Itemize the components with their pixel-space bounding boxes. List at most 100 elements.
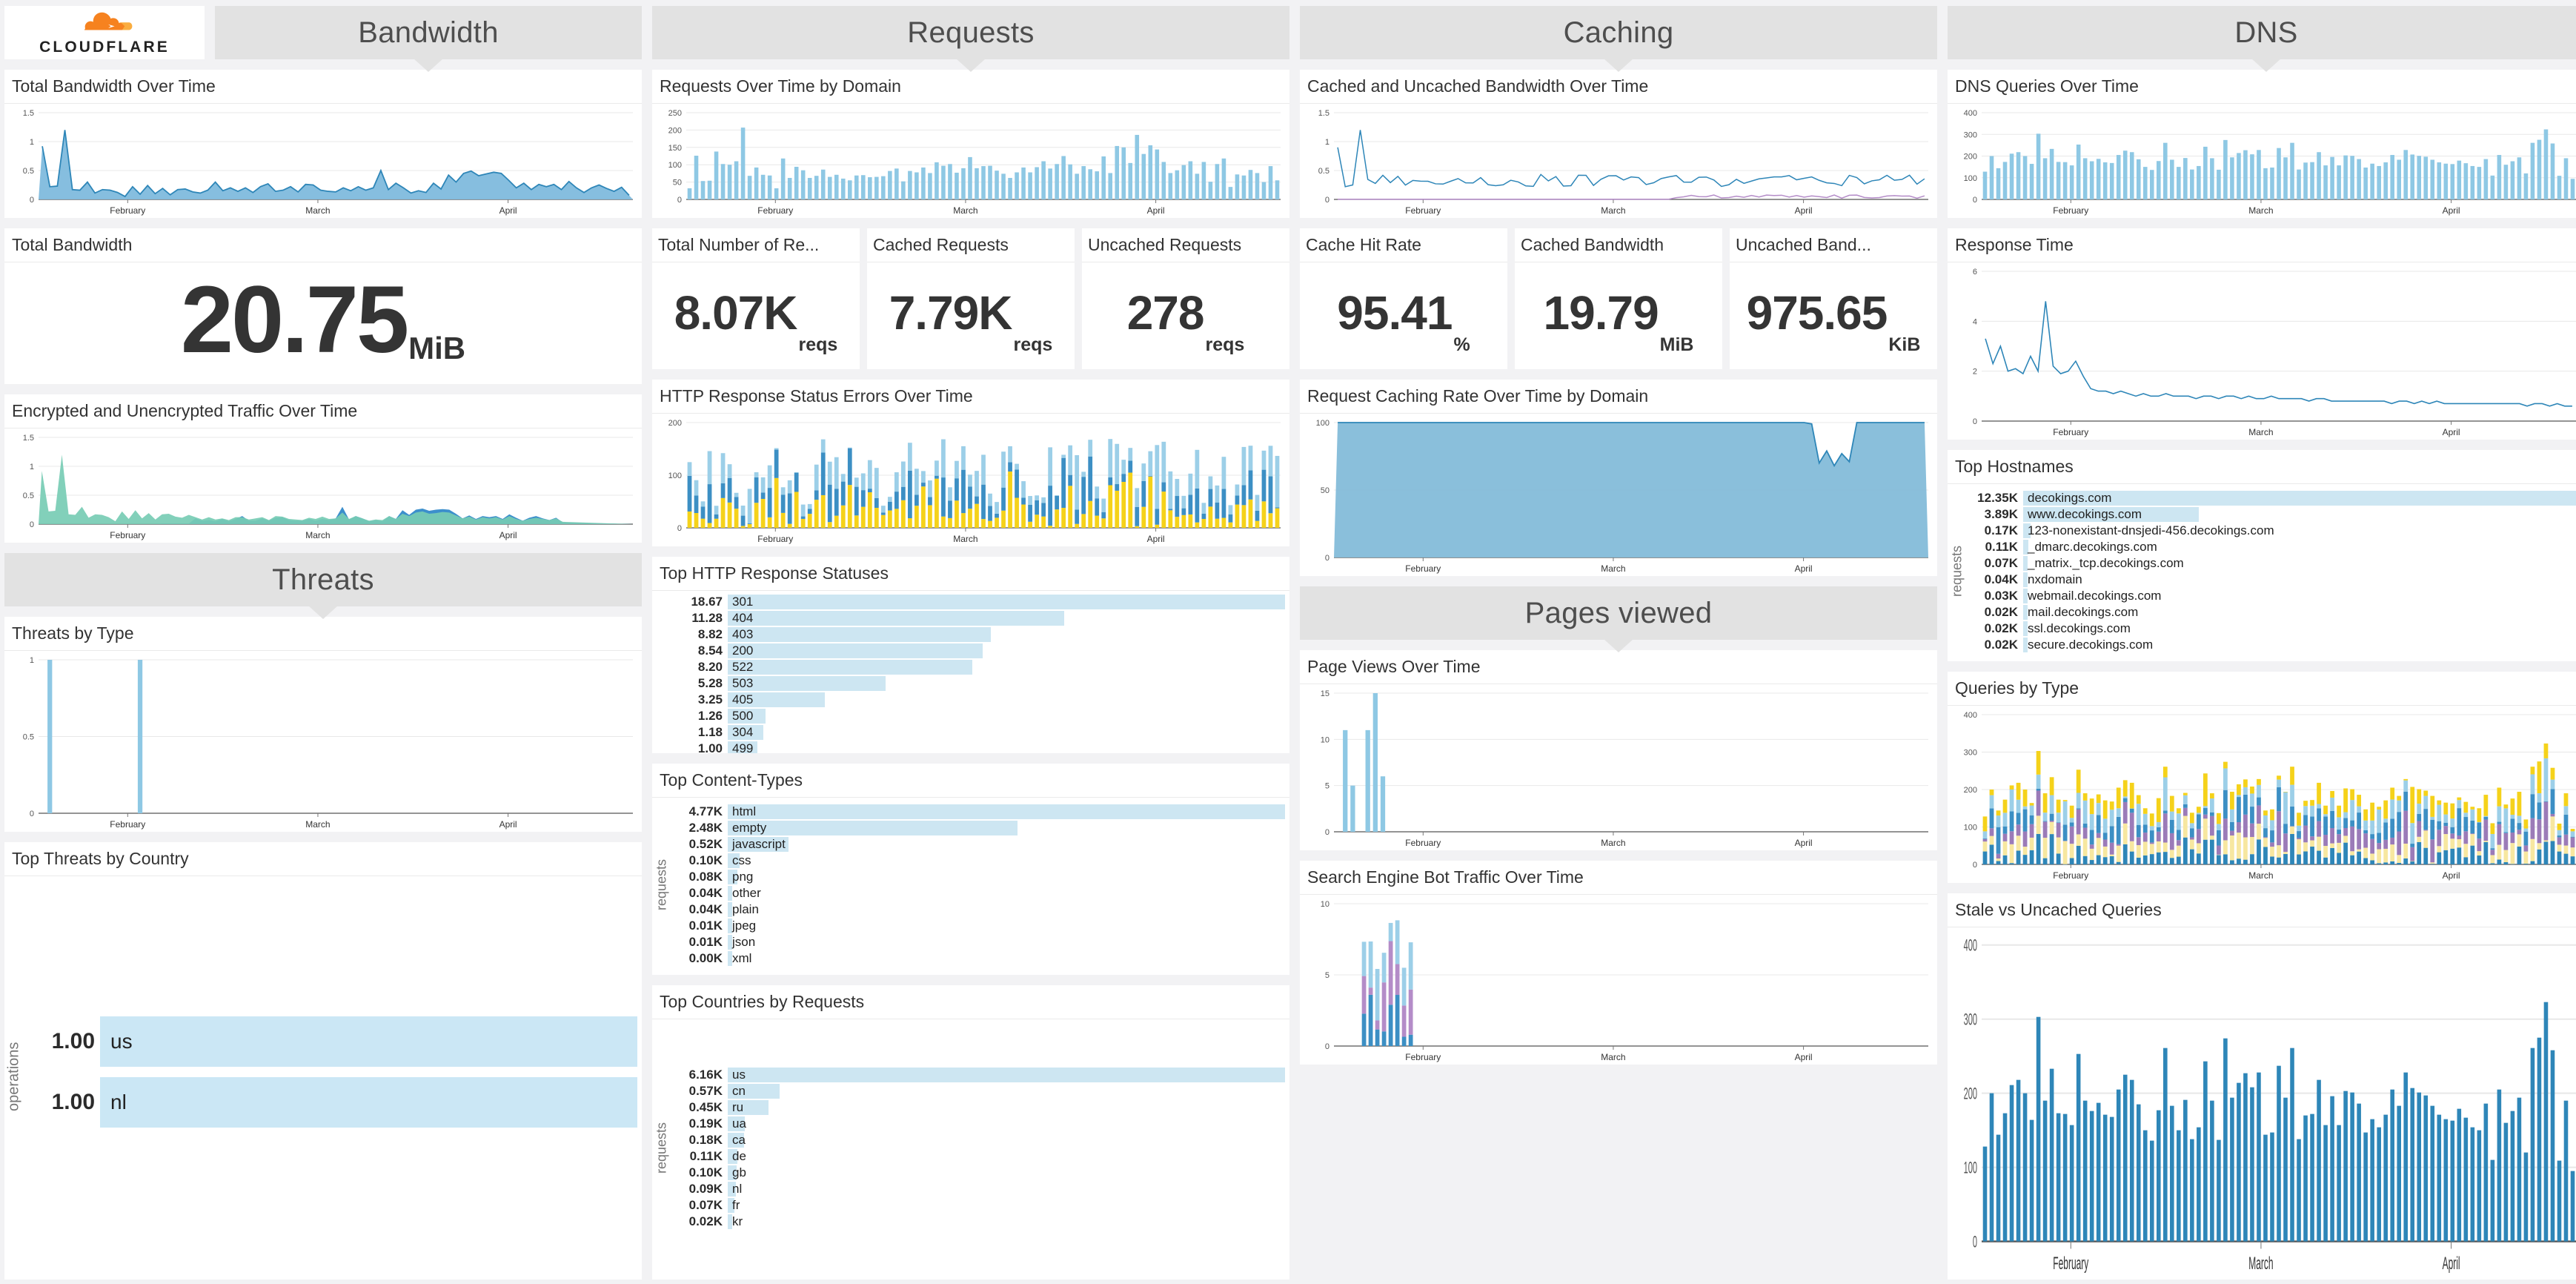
- rank-row[interactable]: 3.25 405: [670, 692, 1285, 708]
- svg-text:1: 1: [30, 463, 34, 471]
- rank-row[interactable]: 0.01K json: [670, 934, 1285, 950]
- rank-row[interactable]: 0.11K _dmarc.decokings.com: [1965, 539, 2576, 555]
- section-header-threats[interactable]: Threats: [4, 553, 642, 606]
- section-header-pages-viewed[interactable]: Pages viewed: [1300, 586, 1937, 640]
- chart-request-caching-rate[interactable]: 0 50 100 February March April: [1300, 414, 1937, 576]
- rank-row[interactable]: 1.00 nl: [22, 1076, 637, 1128]
- rank-bar: [728, 741, 758, 753]
- panel-title: Total Bandwidth: [4, 228, 642, 262]
- rank-row[interactable]: 0.10K css: [670, 853, 1285, 869]
- rank-row[interactable]: 11.28 404: [670, 610, 1285, 626]
- section-header-requests[interactable]: Requests: [652, 6, 1289, 59]
- section-title-bandwidth: Bandwidth: [358, 16, 499, 49]
- section-header-bandwidth[interactable]: Bandwidth: [215, 6, 642, 59]
- rank-row[interactable]: 8.20 522: [670, 659, 1285, 675]
- rank-row[interactable]: 0.08K png: [670, 869, 1285, 885]
- rank-bar: [728, 950, 733, 966]
- rank-row[interactable]: 0.04K plain: [670, 901, 1285, 918]
- stat-cached-bandwidth: Cached Bandwidth 19.79 MiB: [1515, 228, 1722, 369]
- panel-title: Top Content-Types: [652, 764, 1289, 798]
- rank-row[interactable]: 1.00 us: [22, 1016, 637, 1068]
- list-top-countries: requests 6.16K us 0.57K cn 0.45K ru 0.19K ua 0.1…: [652, 1019, 1289, 1280]
- rank-row[interactable]: 0.10K gb: [670, 1165, 1285, 1181]
- svg-text:10: 10: [1321, 735, 1330, 744]
- chart-threats-by-type[interactable]: 0 0.5 1 February March April: [4, 651, 642, 832]
- svg-text:April: April: [499, 530, 517, 540]
- svg-text:April: April: [2443, 427, 2460, 437]
- svg-text:1: 1: [30, 138, 34, 147]
- rank-row[interactable]: 0.03K webmail.decokings.com: [1965, 588, 2576, 604]
- chart-search-bot-traffic[interactable]: 0 5 10 February March April: [1300, 895, 1937, 1065]
- svg-text:February: February: [2053, 1254, 2088, 1274]
- stat-value-group: 7.79K reqs: [867, 262, 1075, 369]
- svg-text:0: 0: [30, 520, 34, 529]
- rank-row[interactable]: 0.00K xml: [670, 950, 1285, 967]
- rank-row[interactable]: 5.28 503: [670, 675, 1285, 692]
- rank-row[interactable]: 3.89K www.decokings.com: [1965, 506, 2576, 523]
- panel-title: Encrypted and Unencrypted Traffic Over T…: [4, 394, 642, 428]
- rank-row[interactable]: 0.09K nl: [670, 1181, 1285, 1197]
- stat-label: Total Number of Re...: [652, 228, 860, 262]
- chart-encrypted-traffic[interactable]: 0 0.5 1 1.5 February March April: [4, 428, 642, 543]
- chart-requests-over-time[interactable]: 0 50 100 150 200 250 February March April: [652, 104, 1289, 218]
- chart-response-time[interactable]: 0 2 4 6 February March April: [1948, 262, 2576, 440]
- rank-row[interactable]: 0.45K ru: [670, 1099, 1285, 1116]
- rank-row[interactable]: 0.02K secure.decokings.com: [1965, 637, 2576, 653]
- rank-row[interactable]: 0.17K 123-nonexistant-dnsjedi-456.decokin…: [1965, 523, 2576, 539]
- rank-bar-area: nl: [100, 1076, 637, 1128]
- rank-bar-area: 499: [728, 741, 1285, 753]
- svg-text:March: March: [953, 534, 977, 544]
- panel-http-status-errors: HTTP Response Status Errors Over Time 0 1…: [652, 380, 1289, 546]
- chart-dns-queries-over-time[interactable]: 0 100 200 300 400 February March April: [1948, 104, 2576, 218]
- chart-queries-by-type[interactable]: 0 100 200 300 400 February March April: [1948, 706, 2576, 883]
- svg-text:March: March: [953, 205, 977, 216]
- svg-text:1.5: 1.5: [23, 434, 34, 443]
- chart-page-views-over-time[interactable]: 0 5 10 15 February March April: [1300, 684, 1937, 850]
- rank-row[interactable]: 1.18 304: [670, 724, 1285, 741]
- rank-row[interactable]: 0.18K ca: [670, 1132, 1285, 1148]
- rank-row[interactable]: 0.04K other: [670, 885, 1285, 901]
- panel-stale-vs-uncached: Stale vs Uncached Queries 0 100 200 300 400 F…: [1948, 893, 2576, 1280]
- section-header-dns[interactable]: DNS: [1948, 6, 2576, 59]
- chart-stale-vs-uncached[interactable]: 0 100 200 300 400 February March April: [1948, 927, 2576, 1280]
- chart-total-bandwidth-over-time[interactable]: 0 0.5 1 1.5 February March April: [4, 104, 642, 218]
- chart-cached-uncached-bandwidth[interactable]: 0 0.5 1 1.5 February March April: [1300, 104, 1937, 218]
- rank-row[interactable]: 4.77K html: [670, 804, 1285, 820]
- rank-row[interactable]: 0.07K fr: [670, 1197, 1285, 1214]
- section-header-caching[interactable]: Caching: [1300, 6, 1937, 59]
- rank-row[interactable]: 0.19K ua: [670, 1116, 1285, 1132]
- svg-text:0: 0: [1325, 554, 1330, 563]
- svg-text:March: March: [1601, 563, 1625, 574]
- rank-row[interactable]: 0.04K nxdomain: [1965, 572, 2576, 588]
- rank-row[interactable]: 6.16K us: [670, 1067, 1285, 1083]
- stat-value-group: 19.79 MiB: [1515, 262, 1722, 369]
- rank-row[interactable]: 0.02K mail.decokings.com: [1965, 604, 2576, 621]
- rank-row[interactable]: 1.26 500: [670, 708, 1285, 724]
- rank-row[interactable]: 2.48K empty: [670, 820, 1285, 836]
- panel-title: Top Threats by Country: [4, 842, 642, 876]
- rank-row[interactable]: 0.07K _matrix._tcp.decokings.com: [1965, 555, 2576, 572]
- rank-bar: [2023, 539, 2028, 555]
- rank-row[interactable]: 1.00 499: [670, 741, 1285, 753]
- rank-bar-area: gb: [728, 1165, 1285, 1181]
- rank-row[interactable]: 8.82 403: [670, 626, 1285, 643]
- rank-row[interactable]: 12.35K decokings.com: [1965, 490, 2576, 506]
- rank-row[interactable]: 0.02K ssl.decokings.com: [1965, 621, 2576, 637]
- axis-label-requests: requests: [654, 1122, 669, 1174]
- rank-row[interactable]: 0.52K javascript: [670, 836, 1285, 853]
- rank-row[interactable]: 0.11K de: [670, 1148, 1285, 1165]
- chart-http-status-errors[interactable]: 0 100 200 February March April: [652, 414, 1289, 546]
- rank-value: 0.04K: [1984, 572, 2018, 586]
- cloudflare-wordmark: CLOUDFLARE: [39, 38, 170, 56]
- panel-top-hostnames: Top Hostnames requests 12.35K decokings.c…: [1948, 450, 2576, 661]
- rank-row[interactable]: 18.67 301: [670, 594, 1285, 610]
- rank-row[interactable]: 0.02K kr: [670, 1214, 1285, 1230]
- panel-dns-queries-over-time: DNS Queries Over Time 0 100 200 300 400 Febru…: [1948, 70, 2576, 218]
- rank-bar-area: 123-nonexistant-dnsjedi-456.decokings.co…: [2023, 523, 2576, 539]
- rank-row[interactable]: 8.54 200: [670, 643, 1285, 659]
- svg-text:0.5: 0.5: [23, 733, 34, 742]
- rank-row[interactable]: 0.01K jpeg: [670, 918, 1285, 934]
- svg-text:0.5: 0.5: [23, 492, 34, 500]
- rank-row[interactable]: 0.57K cn: [670, 1083, 1285, 1099]
- stat-cache-hit-rate: Cache Hit Rate 95.41 %: [1300, 228, 1507, 369]
